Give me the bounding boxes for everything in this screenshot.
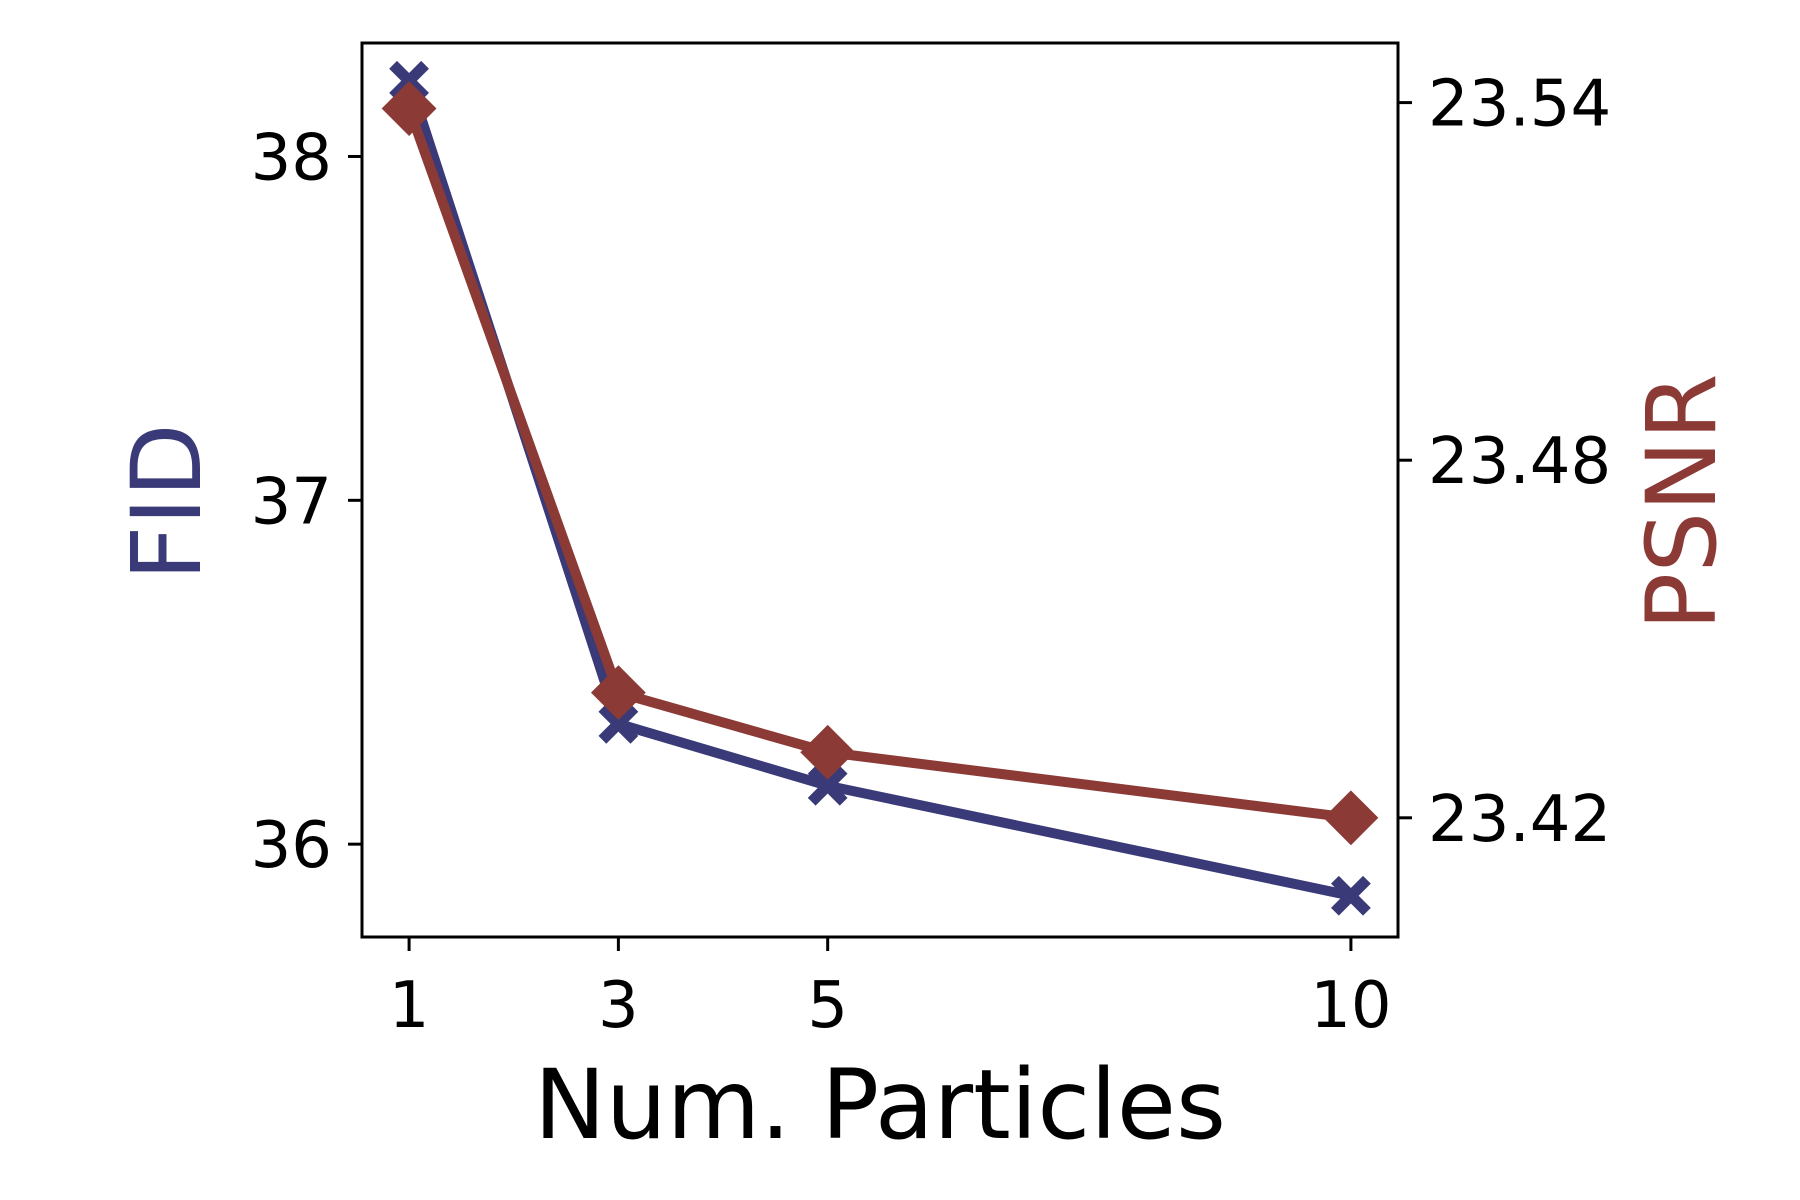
y-left-axis-ticks: 36 37 38: [251, 121, 362, 883]
y-left-tick-label: 36: [251, 809, 332, 883]
psnr-point-marker: [381, 81, 437, 136]
y-left-tick-label: 37: [251, 465, 332, 539]
fid-point-marker: [1331, 875, 1371, 916]
y-right-axis-ticks: 23.42 23.48 23.54: [1398, 68, 1611, 857]
x-tick-label: 5: [807, 969, 848, 1043]
y-right-tick-label: 23.42: [1428, 783, 1611, 857]
x-axis-ticks: 1 3 5 10: [389, 937, 1392, 1043]
psnr-point-marker: [1323, 790, 1379, 846]
x-axis-title: Num. Particles: [534, 1049, 1226, 1161]
x-tick-label: 10: [1310, 969, 1391, 1043]
fid-point-marker: [807, 765, 848, 806]
y-right-tick-label: 23.48: [1428, 425, 1611, 499]
x-tick-label: 1: [389, 969, 430, 1043]
series-layer: [381, 60, 1379, 916]
x-tick-label: 3: [598, 969, 639, 1043]
y-left-axis-title: FID: [111, 423, 223, 580]
y-left-tick-label: 38: [251, 121, 332, 195]
plot-frame: [360, 41, 1400, 939]
psnr-point-marker: [800, 724, 856, 780]
fid-point-marker: [598, 703, 639, 744]
psnr-series-line: [404, 106, 1352, 823]
y-right-axis-title: PSNR: [1626, 373, 1738, 630]
y-right-tick-label: 23.54: [1428, 68, 1611, 142]
psnr-point-marker: [590, 665, 646, 721]
fid-point-marker: [389, 60, 429, 101]
